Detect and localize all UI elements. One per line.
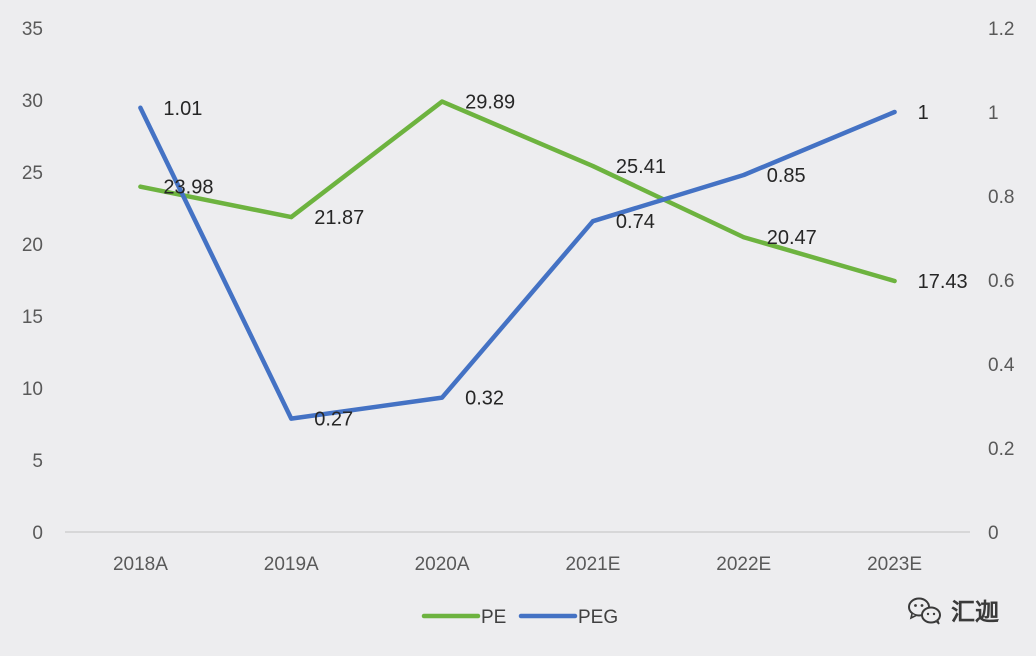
legend-label-pe: PE: [481, 607, 506, 628]
y-right-tick-label: 0.2: [988, 439, 1014, 460]
data-point-peg: [590, 219, 595, 224]
data-label-pe: 29.89: [465, 92, 515, 114]
data-label-pe: 20.47: [767, 227, 817, 249]
x-tick-label: 2021E: [565, 554, 620, 575]
series-lines: [138, 99, 897, 421]
data-label-peg: 0.74: [616, 211, 655, 233]
data-label-peg: 0.85: [767, 165, 806, 187]
y-left-tick-label: 10: [22, 379, 43, 400]
data-label-pe: 21.87: [314, 207, 364, 229]
y-left-tick-label: 30: [22, 91, 43, 112]
data-point-pe: [741, 235, 746, 240]
y-left-tick-label: 35: [22, 19, 43, 40]
data-point-pe: [138, 184, 143, 189]
y-left-tick-label: 15: [22, 307, 43, 328]
x-tick-label: 2019A: [264, 554, 319, 575]
data-label-pe: 25.41: [616, 156, 666, 178]
data-label-peg: 1.01: [163, 98, 202, 120]
data-point-pe: [590, 164, 595, 169]
y-right-tick-label: 1: [988, 103, 999, 124]
data-point-pe: [289, 215, 294, 220]
y-right-tick-label: 0.4: [988, 355, 1015, 376]
axes: 0 5 10 15 20 25 30 35 0 0.2 0.4 0.6 0.8 1 1.2 2018A 2019…: [22, 19, 1015, 575]
y-left-tick-label: 25: [22, 163, 43, 184]
x-tick-label: 2018A: [113, 554, 168, 575]
x-tick-label: 2022E: [716, 554, 771, 575]
series-line-peg: [138, 105, 897, 421]
y-right-tick-label: 0.8: [988, 187, 1014, 208]
data-point-pe: [440, 99, 445, 104]
data-point-peg: [138, 105, 143, 110]
data-point-peg: [741, 173, 746, 177]
watermark-text: 汇迦: [951, 598, 999, 626]
data-label-pe: 23.98: [163, 177, 213, 199]
x-tick-label: 2023E: [867, 554, 922, 575]
x-tick-label: 2020A: [415, 554, 470, 575]
y-right-tick-label: 0.6: [988, 271, 1014, 292]
data-label-peg: 1: [918, 102, 929, 124]
data-label-peg: 0.27: [314, 409, 353, 431]
data-point-peg: [440, 395, 445, 400]
wechat-icon: [908, 597, 941, 625]
data-point-peg: [892, 110, 897, 114]
y-left-tick-label: 20: [22, 235, 43, 256]
legend: PE PEG: [421, 607, 618, 628]
data-point-peg: [289, 416, 294, 421]
series-line-pe: [138, 99, 897, 284]
y-right-tick-label: 0: [988, 523, 999, 544]
y-right-tick-label: 1.2: [988, 19, 1014, 40]
y-left-tick-label: 5: [32, 451, 43, 472]
data-point-pe: [892, 279, 897, 284]
data-labels: 23.98 21.87 29.89 25.41 20.47 17.43 1.01 0.27 0.…: [163, 92, 967, 431]
data-label-pe: 17.43: [918, 271, 968, 293]
data-label-peg: 0.32: [465, 388, 504, 410]
y-left-tick-label: 0: [32, 523, 43, 544]
legend-label-peg: PEG: [578, 607, 618, 628]
watermark: 汇迦: [908, 597, 999, 626]
